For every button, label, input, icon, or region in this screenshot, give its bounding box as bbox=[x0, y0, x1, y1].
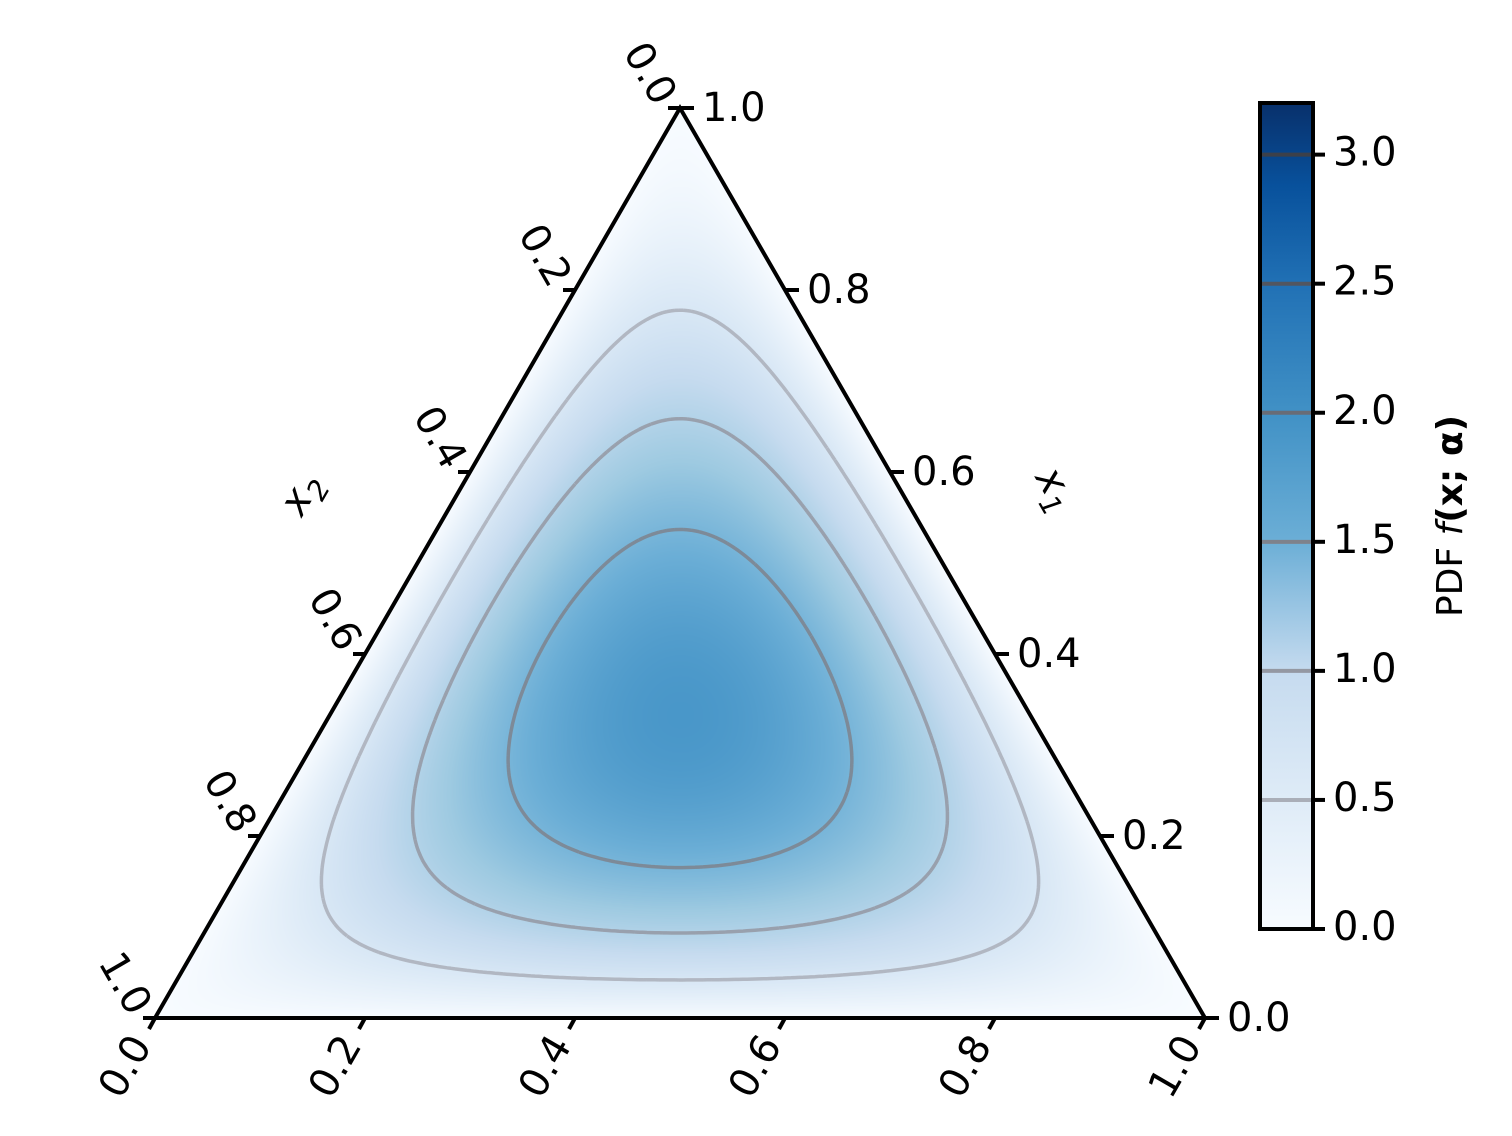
bottom-tick-label: 0.2 bbox=[300, 1028, 372, 1106]
left-tick-label: 1.0 bbox=[89, 944, 161, 1022]
colorbar: 0.0 0.5 1.0 1.5 2.0 2.5 3.0 PDF f(x; α) bbox=[1258, 101, 1471, 950]
right-tick-label: 0.6 bbox=[912, 449, 976, 495]
left-tick-label: 0.8 bbox=[194, 762, 266, 840]
contour-line-1 bbox=[410, 416, 950, 935]
simplex-border bbox=[151, 103, 1209, 1020]
bottom-tick-label: 0.4 bbox=[510, 1028, 582, 1106]
colorbar-tick-label: 0.0 bbox=[1333, 904, 1397, 950]
colorbar-tick-label: 2.0 bbox=[1333, 388, 1397, 434]
bottom-tick bbox=[777, 1017, 787, 1030]
colorbar-frame bbox=[1258, 101, 1315, 931]
right-tick-label: 1.0 bbox=[702, 85, 766, 131]
colorbar-label: PDF f(x; α) bbox=[1430, 415, 1471, 617]
left-tick-label: 0.6 bbox=[299, 580, 371, 658]
right-axis-title: x1 bbox=[1019, 457, 1087, 521]
left-axis-title: x2 bbox=[269, 464, 337, 528]
bottom-tick-label: 0.6 bbox=[720, 1028, 792, 1106]
right-tick-label: 0.8 bbox=[807, 267, 871, 313]
colorbar-tick-label: 0.5 bbox=[1333, 775, 1397, 821]
colorbar-tick-label: 2.5 bbox=[1333, 259, 1397, 305]
density-heatmap bbox=[155, 108, 1205, 1018]
left-tick-label: 0.2 bbox=[509, 216, 581, 294]
left-tick-label: 0.0 bbox=[614, 34, 686, 112]
colorbar-tick-label: 3.0 bbox=[1333, 130, 1397, 176]
contour-lines bbox=[319, 308, 1041, 982]
bottom-tick-label: 0.8 bbox=[930, 1028, 1002, 1106]
left-tick-label: 0.4 bbox=[404, 398, 476, 476]
right-tick-label: 0.0 bbox=[1227, 995, 1291, 1041]
bottom-tick bbox=[357, 1017, 367, 1030]
bottom-tick bbox=[1197, 1017, 1207, 1030]
bottom-tick bbox=[987, 1017, 997, 1030]
bottom-tick-label: 1.0 bbox=[1140, 1028, 1212, 1106]
bottom-tick bbox=[567, 1017, 577, 1030]
contour-line-0.5 bbox=[319, 308, 1041, 982]
right-tick-label: 0.2 bbox=[1122, 813, 1186, 859]
colorbar-tick-label: 1.5 bbox=[1333, 517, 1397, 563]
contour-line-1.5 bbox=[506, 527, 854, 870]
bottom-tick-label: 0.0 bbox=[90, 1028, 162, 1106]
right-tick-label: 0.4 bbox=[1017, 631, 1081, 677]
colorbar-tick-label: 1.0 bbox=[1333, 646, 1397, 692]
colorbar-gradient bbox=[1260, 103, 1313, 929]
